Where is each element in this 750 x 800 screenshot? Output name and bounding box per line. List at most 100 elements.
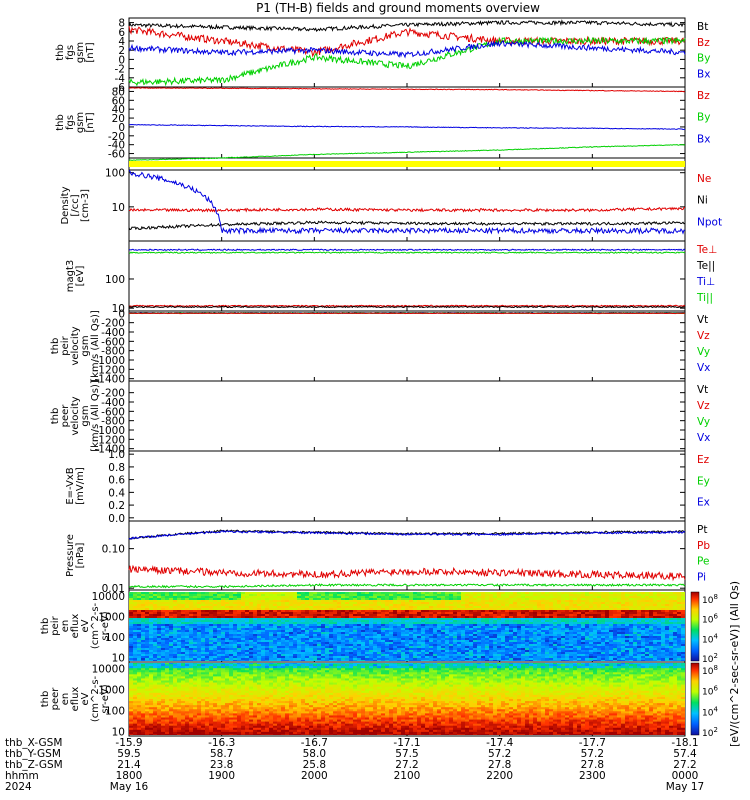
spec-cell — [301, 624, 306, 627]
spec-cell — [681, 616, 685, 619]
series-temp-3 — [128, 251, 686, 254]
spec-cell — [281, 596, 286, 599]
spec-cell — [381, 654, 386, 657]
spec-cell — [561, 632, 566, 635]
spec-cell — [489, 596, 494, 599]
spec-cell — [529, 648, 534, 651]
spec-cell — [269, 626, 274, 629]
spec-cell — [525, 614, 530, 617]
spec-cell — [229, 592, 234, 595]
spec-cell — [157, 596, 162, 599]
spec-cell — [365, 618, 370, 621]
spec-cell — [257, 610, 262, 613]
spec-cell — [509, 598, 514, 601]
spec-cell — [657, 592, 662, 595]
spec-cell — [137, 652, 142, 655]
spec-cell — [657, 612, 662, 615]
spec-cell — [169, 612, 174, 615]
spec-cell — [385, 632, 390, 635]
spec-cell — [429, 606, 434, 609]
spec-cell — [293, 640, 298, 643]
spec-cell — [645, 642, 650, 645]
legend-Vy: Vy — [697, 346, 710, 358]
spec-cell — [357, 592, 362, 595]
spec-cell — [473, 638, 478, 641]
spec-cell — [545, 628, 550, 631]
spec-cell — [209, 602, 214, 605]
spec-cell — [149, 642, 154, 645]
spec-cell — [333, 636, 338, 639]
spec-cell — [569, 628, 574, 631]
spec-cell — [197, 604, 202, 607]
spec-cell — [609, 626, 614, 629]
spec-cell — [197, 600, 202, 603]
spec-cell — [273, 624, 278, 627]
spec-cell — [241, 646, 246, 649]
spec-cell — [461, 646, 466, 649]
spec-cell — [289, 628, 294, 631]
spec-cell — [549, 600, 554, 603]
spec-cell — [605, 634, 610, 637]
spec-cell — [161, 600, 166, 603]
spec-cell — [401, 612, 406, 615]
spec-cell — [193, 596, 198, 599]
spec-cell — [413, 642, 418, 645]
spec-cell — [385, 610, 390, 613]
spec-cell — [549, 628, 554, 631]
spec-cell — [505, 628, 510, 631]
spec-cell — [505, 630, 510, 633]
spec-cell — [281, 614, 286, 617]
spec-cell — [621, 634, 626, 637]
spec-cell — [541, 616, 546, 619]
spec-cell — [273, 646, 278, 649]
spec-cell — [345, 620, 350, 623]
spec-cell — [433, 610, 438, 613]
spec-cell — [493, 602, 498, 605]
spec-cell — [257, 596, 262, 599]
spec-cell — [173, 626, 178, 629]
spec-cell — [337, 642, 342, 645]
spec-cell — [601, 626, 606, 629]
spec-cell — [221, 626, 226, 629]
spec-cell — [241, 600, 246, 603]
spec-cell — [561, 642, 566, 645]
spec-cell — [457, 636, 462, 639]
spec-cell — [633, 638, 638, 641]
spec-cell — [197, 634, 202, 637]
spec-cell — [349, 656, 354, 659]
spec-cell — [145, 598, 150, 601]
spec-cell — [601, 644, 606, 647]
spec-cell — [545, 650, 550, 653]
spec-cell — [477, 624, 482, 627]
spec-cell — [645, 636, 650, 639]
spec-cell — [477, 598, 482, 601]
spec-cell — [661, 594, 666, 597]
spec-cell — [497, 604, 502, 607]
spec-cell — [357, 640, 362, 643]
spec-cell — [337, 648, 342, 651]
spec-cell — [269, 646, 274, 649]
spec-cell — [245, 608, 250, 611]
spec-cell — [533, 636, 538, 639]
spec-cell — [261, 594, 266, 597]
spec-cell — [161, 640, 166, 643]
spec-cell — [433, 632, 438, 635]
spec-cell — [517, 634, 522, 637]
spec-cell — [281, 600, 286, 603]
spec-cell — [553, 646, 558, 649]
spec-cell — [161, 618, 166, 621]
spec-cell — [537, 646, 542, 649]
spec-cell — [165, 646, 170, 649]
spec-cell — [481, 602, 486, 605]
spec-cell — [345, 612, 350, 615]
spec-cell — [393, 646, 398, 649]
spec-cell — [301, 646, 306, 649]
spec-cell — [213, 628, 218, 631]
spec-cell — [445, 600, 450, 603]
spec-cell — [221, 628, 226, 631]
spec-cell — [453, 596, 458, 599]
spec-cell — [361, 636, 366, 639]
spec-cell — [529, 594, 534, 597]
spec-cell — [485, 594, 490, 597]
spec-cell — [237, 608, 242, 611]
